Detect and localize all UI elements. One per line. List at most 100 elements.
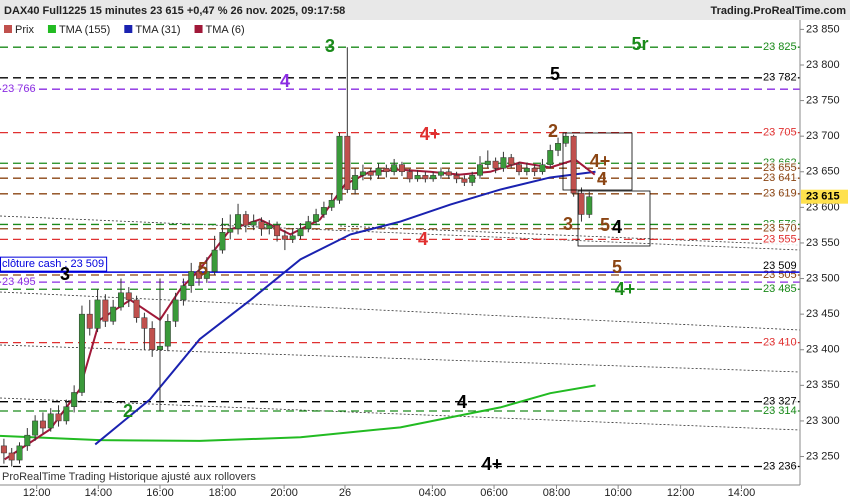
wave-label: 4: [280, 71, 290, 91]
wave-label: 5r: [631, 34, 648, 54]
candle-body: [320, 207, 327, 215]
y-tick-label: 23 350: [806, 379, 840, 391]
x-tick-label: 14:00: [728, 487, 756, 499]
candle-body: [539, 164, 546, 173]
candle-body: [86, 313, 93, 329]
wave-label: 4: [612, 217, 622, 237]
level-label: 23 825: [763, 41, 797, 53]
cash-close-label: clôture cash : 23 509: [2, 258, 104, 270]
header-bar: [0, 0, 850, 20]
level-label-bg: [762, 404, 798, 417]
trend-line: [0, 215, 801, 251]
level-label: 23 327: [763, 396, 797, 408]
x-tick-label: 04:00: [419, 487, 447, 499]
legend-label: TMA (31): [135, 24, 180, 36]
wave-label: 4+: [590, 151, 611, 171]
candle-body: [328, 199, 335, 208]
source: Trading.ProRealTime.com: [710, 5, 846, 17]
level-label-bg: [762, 233, 798, 246]
candle-body: [0, 445, 7, 454]
candle-body: [516, 164, 523, 173]
candle-body: [47, 413, 54, 429]
box: [562, 132, 633, 191]
candle-body: [453, 175, 460, 180]
y-tick-label: 23 500: [806, 272, 840, 284]
x-tick-label: 08:00: [543, 487, 571, 499]
x-tick-label: 06:00: [480, 487, 508, 499]
candle-body: [352, 175, 359, 190]
level-label-bg: [762, 222, 798, 235]
candle-body: [164, 321, 171, 347]
candle-body: [297, 228, 304, 237]
candle-body: [32, 420, 39, 436]
level-label: 23 570: [763, 223, 797, 235]
candle-body: [219, 232, 226, 251]
candle-body: [375, 167, 382, 176]
level-label-bg: [762, 71, 798, 84]
level-label-bg: [762, 460, 798, 473]
candle-body: [274, 224, 281, 237]
y-tick-label: 23 600: [806, 201, 840, 213]
y-tick-label: 23 650: [806, 166, 840, 178]
legend-swatch: [4, 25, 12, 33]
candle-body: [344, 135, 351, 190]
level-label-bg: [1, 276, 37, 289]
candle-body: [242, 214, 249, 226]
candle-body: [125, 292, 132, 301]
y-tick-label: 23 700: [806, 130, 840, 142]
x-tick-label: 12:00: [667, 487, 695, 499]
candle-body: [141, 317, 148, 329]
wave-label: 5: [600, 215, 610, 235]
candle-body: [477, 164, 483, 176]
level-label-bg: [762, 172, 798, 185]
cash-close-box: [0, 256, 108, 272]
candle-body: [102, 299, 109, 322]
candle-body: [414, 175, 421, 180]
legend-swatch: [47, 25, 56, 33]
candle-body: [110, 306, 117, 322]
y-tick-label: 23 300: [806, 415, 840, 427]
candle-body: [149, 328, 156, 350]
candle-body: [508, 157, 515, 165]
candle-body: [63, 406, 70, 422]
legend-swatch: [124, 25, 133, 33]
candle-body: [461, 178, 468, 183]
candle-body: [531, 167, 538, 173]
x-tick-label: 12:00: [23, 487, 51, 499]
y-tick-label: 23 850: [806, 23, 840, 35]
candle-body: [227, 228, 234, 233]
y-tick-label: 23 250: [806, 450, 840, 462]
level-label: 23 314: [763, 405, 797, 417]
wave-label: 5: [198, 259, 208, 279]
wave-label: 4: [457, 392, 467, 412]
level-label: 23 782: [763, 72, 797, 84]
candle-body: [8, 452, 15, 461]
candle-body: [235, 214, 242, 229]
level-label: 23 705: [763, 127, 797, 139]
candle-body: [250, 221, 257, 226]
level-label-bg: [762, 395, 798, 408]
trend-line: [0, 344, 801, 373]
candle-body: [398, 164, 405, 173]
wave-label: 4+: [482, 454, 503, 474]
ma-line: [94, 170, 596, 446]
cash-close-axis-label: 23 509: [763, 260, 797, 272]
candle-body: [555, 143, 562, 151]
candle-body: [117, 292, 124, 308]
level-label-bg: [762, 126, 798, 139]
candle-body: [305, 221, 312, 229]
candle-body: [188, 271, 195, 286]
candle-body: [570, 135, 577, 194]
y-tick-label: 23 800: [806, 59, 840, 71]
candle-body: [492, 160, 499, 169]
candle-body: [94, 299, 101, 329]
level-label: 23 555: [763, 233, 797, 245]
candle-body: [281, 235, 288, 240]
legend-swatch: [194, 25, 203, 33]
level-label: 23 410: [763, 337, 797, 349]
x-tick-label: 10:00: [604, 487, 632, 499]
y-tick-label: 23 400: [806, 344, 840, 356]
